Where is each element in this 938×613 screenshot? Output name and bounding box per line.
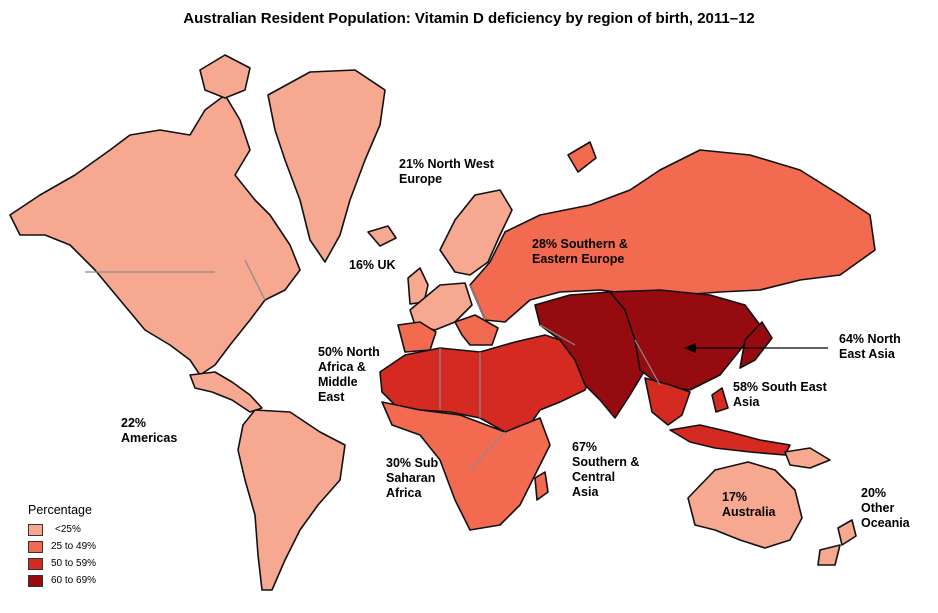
region-shape-australia (687, 461, 803, 549)
region-shape-south-east-asia (644, 377, 691, 426)
label-americas: 22% Americas (121, 416, 178, 445)
legend-label-lt25: <25% (55, 524, 81, 535)
region-shape-south-america (237, 409, 346, 591)
label-north-east-asia: 64% North East Asia (839, 332, 901, 361)
legend-swatch-50to59 (28, 557, 43, 570)
label-north-africa-middle-east: 50% North Africa & Middle East (318, 345, 380, 404)
legend-item-60to69: 60 to 69% (28, 572, 96, 589)
legend-item-lt25: <25% (28, 521, 96, 538)
region-shape-sub-saharan-africa (381, 401, 551, 531)
label-southern-eastern-europe: 28% Southern & Eastern Europe (532, 237, 628, 266)
region-shape-japan (739, 321, 773, 369)
region-shape-central-america (189, 371, 263, 413)
legend-label-25to49: 25 to 49% (51, 541, 97, 552)
legend-title: Percentage (28, 503, 92, 517)
region-shape-arctic-islands (199, 54, 251, 99)
legend-swatch-25to49 (28, 540, 43, 553)
region-shape-new-zealand (817, 519, 857, 566)
legend-swatch-lt25 (28, 523, 43, 536)
map-title: Australian Resident Population: Vitamin … (183, 10, 755, 27)
region-shape-greenland (267, 69, 386, 263)
pointer-arrowhead (684, 343, 696, 353)
legend-label-60to69: 60 to 69% (51, 575, 97, 586)
label-uk: 16% UK (349, 258, 396, 272)
legend-item-25to49: 25 to 49% (28, 538, 96, 555)
region-shape-iceland (367, 225, 397, 247)
region-shape-philippines (711, 387, 729, 413)
region-shape-scandinavia (439, 189, 513, 276)
label-sub-saharan-africa: 30% Sub Saharan Africa (386, 456, 439, 500)
label-south-east-asia: 58% South East Asia (733, 380, 827, 409)
region-shape-novaya-zemlya (567, 141, 597, 173)
label-other-oceania: 20% Other Oceania (861, 486, 910, 530)
region-shape-southern-europe (454, 314, 499, 346)
legend-item-50to59: 50 to 59% (28, 555, 96, 572)
region-shape-north-america (9, 94, 301, 376)
label-australia: 17% Australia (722, 490, 776, 519)
border-lines (85, 259, 661, 471)
legend-label-50to59: 50 to 59% (51, 558, 97, 569)
label-north-west-europe: 21% North West Europe (399, 157, 494, 186)
label-southern-central-asia: 67% Southern & Central Asia (572, 440, 640, 499)
region-shape-russia-eastern-europe (469, 149, 876, 323)
region-shape-indonesia (669, 424, 791, 456)
region-shape-papua (784, 447, 831, 469)
region-shape-madagascar (534, 471, 549, 501)
region-shape-iberia (397, 321, 437, 353)
legend: Percentage <25% 25 to 49% 50 to 59% 60 t… (28, 503, 96, 589)
region-shape-uk (407, 267, 429, 305)
legend-swatch-60to69 (28, 574, 43, 587)
